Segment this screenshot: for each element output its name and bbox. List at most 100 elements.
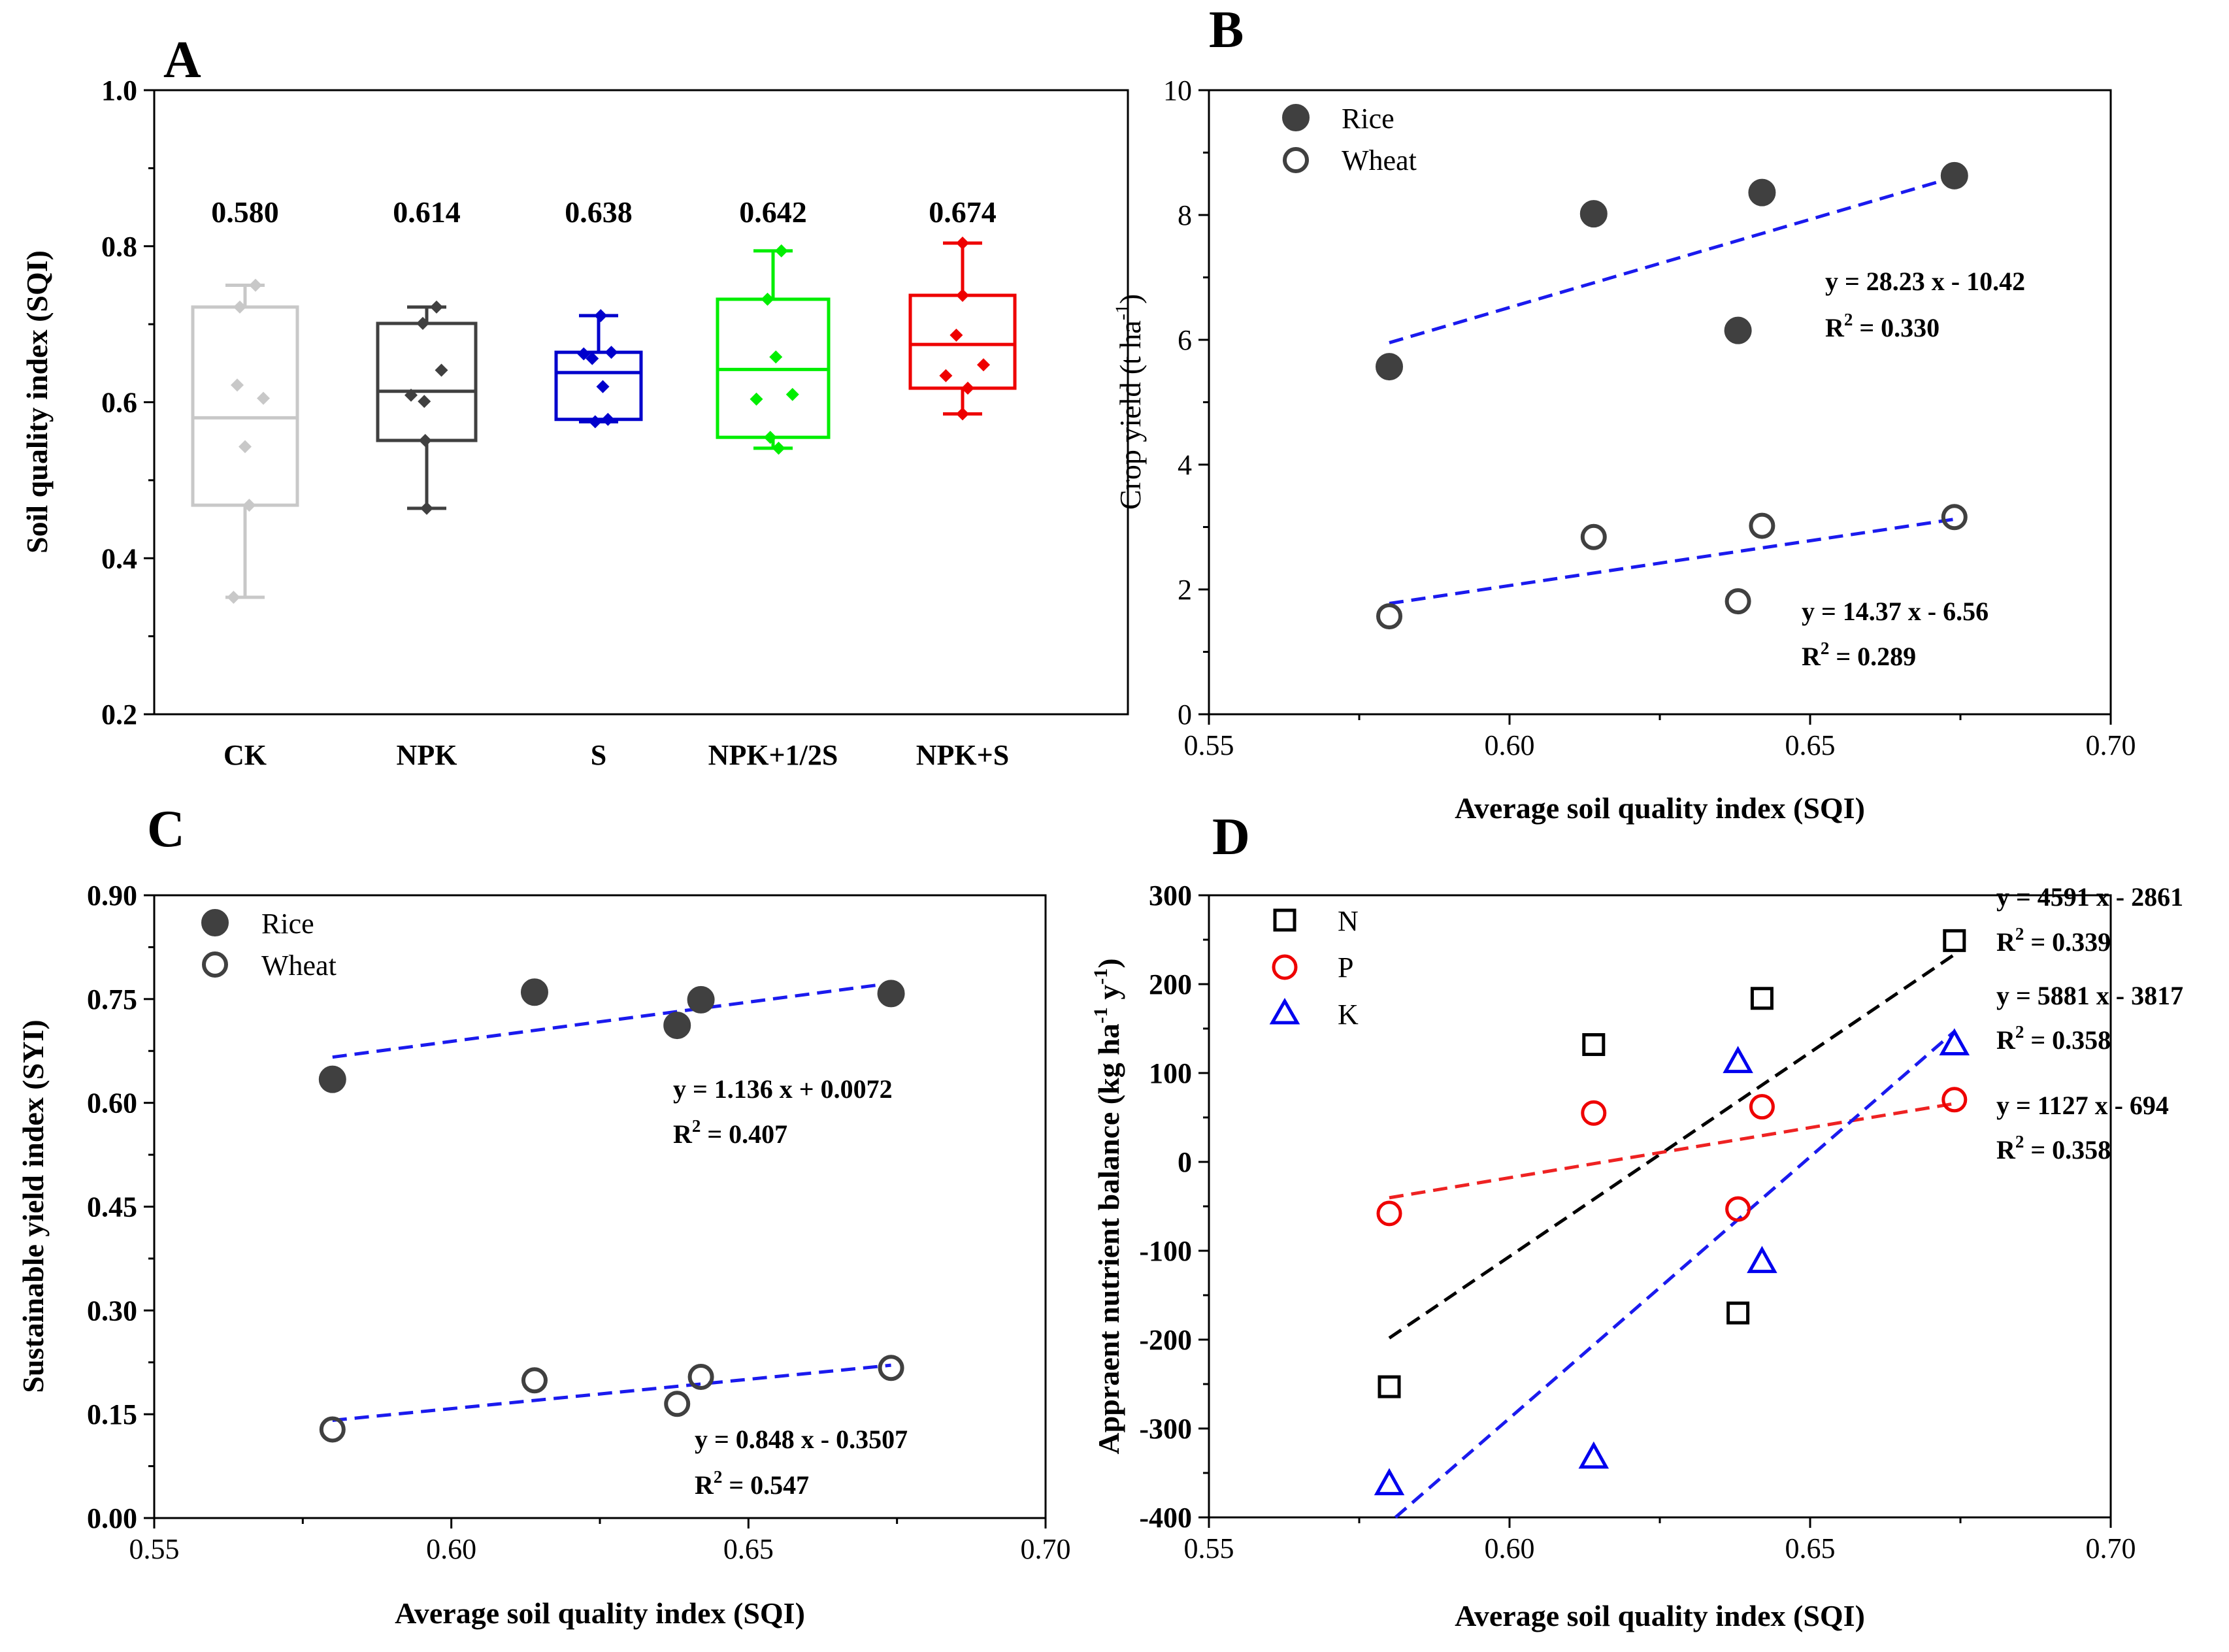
y-tick-label-d: -200: [1139, 1324, 1192, 1356]
mean-label-a: 0.614: [393, 195, 461, 229]
legend-marker-rice-b: [1282, 104, 1310, 131]
x-axis-label-c: Average soil quality index (SQI): [395, 1596, 805, 1630]
data-point-wheat-c: [687, 1363, 714, 1390]
mean-label-a: 0.580: [211, 195, 279, 229]
r2-value: = 0.339: [2024, 927, 2111, 957]
mean-label-a: 0.642: [739, 195, 807, 229]
fit-equation-n-d: y = 4591 x - 2861: [1996, 882, 2183, 912]
y-axis-label-b-main: Crop yield (t ha: [1114, 320, 1147, 510]
legend-label-wheat-c: Wheat: [261, 950, 337, 982]
data-point-wheat-c: [664, 1391, 691, 1417]
box: [908, 293, 1017, 390]
data-point-p-d: [1581, 1100, 1607, 1126]
data-point: [761, 292, 774, 306]
fit-line-p-d: [1389, 1102, 1955, 1200]
fit-r2-p-d: R2 = 0.358: [1996, 1132, 2111, 1165]
x-tick-label-a: NPK: [397, 739, 457, 771]
y-axis-label-d: Appraent nutrient balance (kg ha-1 y-1): [1090, 958, 1125, 1454]
fit-line-wheat-c: [332, 1363, 891, 1423]
r2-value: = 0.407: [701, 1119, 787, 1149]
r2-value: = 0.358: [2024, 1135, 2111, 1165]
x-tick-label-a: S: [591, 739, 606, 771]
data-point: [961, 382, 974, 395]
data-point-n-d: [1582, 1032, 1606, 1056]
y-tick-label-a: 0.8: [101, 231, 137, 263]
plot-area-d: [1374, 929, 1970, 1519]
r2-prefix: R: [673, 1119, 693, 1149]
data-point-n-d: [1378, 1375, 1401, 1398]
r2-sup: 2: [2015, 924, 2024, 944]
data-point-rice-c: [687, 985, 715, 1014]
x-tick-label-c: 0.60: [426, 1533, 476, 1565]
x-tick-label-a: NPK+1/2S: [708, 739, 838, 771]
y-tick-label-d: -300: [1139, 1413, 1192, 1445]
data-point-k-d: [1578, 1441, 1610, 1469]
fit-equation-rice-c: y = 1.136 x + 0.0072: [673, 1074, 893, 1104]
data-point: [596, 380, 610, 393]
legend-marker-wheat-c: [202, 951, 228, 978]
y-tick-label-b: 8: [1178, 199, 1192, 231]
fit-line-n-d: [1388, 953, 1956, 1340]
legend-label-rice-c: Rice: [261, 908, 314, 940]
y-axis-label-d-main: Appraent nutrient balance (kg ha: [1092, 1023, 1125, 1454]
data-point: [249, 278, 262, 292]
r2-prefix: R: [1996, 1025, 2016, 1055]
r2-value: = 0.289: [1829, 642, 1916, 671]
fit-r2-k-d: R2 = 0.358: [1996, 1022, 2111, 1055]
data-point-wheat-b: [1725, 588, 1751, 615]
data-point: [588, 415, 602, 429]
y-axis-label-a: Soil quality index (SQI): [20, 250, 54, 553]
fit-r2-wheat-c: R2 = 0.547: [695, 1467, 809, 1500]
data-point-n-d: [1750, 987, 1774, 1010]
legend-c: Rice Wheat: [201, 908, 337, 982]
panel-letter-d: D: [1212, 808, 1250, 866]
data-point-rice-c: [663, 1012, 691, 1040]
legend-marker-k-d: [1269, 997, 1300, 1025]
data-point: [418, 433, 432, 447]
r2-sup: 2: [2015, 1132, 2024, 1151]
panel-d: D 0.55 0.60 0.65 0.70 -400 -300 -200 -100 0 100 20…: [1090, 808, 2183, 1632]
legend-marker-p-d: [1272, 954, 1298, 980]
data-point-wheat-b: [1941, 504, 1968, 531]
x-axis-label-d: Average soil quality index (SQI): [1455, 1599, 1865, 1632]
data-point-rice-b: [1940, 161, 1968, 190]
x-tick-label-d: 0.65: [1785, 1532, 1836, 1564]
data-point-wheat-b: [1749, 512, 1775, 539]
data-point: [577, 347, 591, 361]
legend-label-p-d: P: [1338, 951, 1353, 983]
legend-label-rice-b: Rice: [1342, 103, 1395, 135]
data-point: [939, 369, 953, 382]
legend-label-wheat-b: Wheat: [1342, 144, 1417, 176]
data-point: [956, 407, 969, 421]
data-point: [750, 392, 763, 406]
fit-line-k-d: [1394, 1030, 1956, 1519]
fit-line-rice-b: [1389, 175, 1955, 344]
y-axis-label-b: Crop yield (t ha-1): [1112, 294, 1147, 510]
r2-prefix: R: [1996, 927, 2016, 957]
x-tick-label-c: 0.55: [129, 1533, 180, 1565]
data-point-rice-c: [877, 980, 905, 1008]
x-tick-label-c: 0.65: [723, 1533, 774, 1565]
fit-equation-wheat-b: y = 14.37 x - 6.56: [1802, 597, 1989, 626]
y-tick-label-b: 10: [1163, 74, 1192, 107]
y-axis-label-d-tail: ): [1092, 958, 1125, 968]
y-tick-label-d: 0: [1178, 1146, 1192, 1178]
data-point: [949, 328, 963, 342]
y-tick-label-d: -100: [1139, 1235, 1192, 1267]
legend-label-k-d: K: [1338, 999, 1359, 1031]
data-point-wheat-c: [319, 1416, 346, 1443]
y-tick-label-a: 0.2: [101, 699, 137, 731]
x-tick-label-b: 0.65: [1785, 729, 1836, 761]
data-point-p-d: [1749, 1094, 1775, 1120]
x-tick-label-b: 0.70: [2086, 729, 2136, 761]
panel-letter-b: B: [1209, 1, 1244, 59]
mean-label-a: 0.674: [929, 195, 997, 229]
data-point: [956, 236, 969, 250]
r2-value: = 0.358: [2024, 1025, 2111, 1055]
y-tick-label-b: 2: [1178, 574, 1192, 606]
data-point: [772, 441, 785, 455]
data-point: [227, 590, 240, 604]
data-point: [239, 440, 252, 454]
x-tick-label-a: CK: [223, 739, 267, 771]
